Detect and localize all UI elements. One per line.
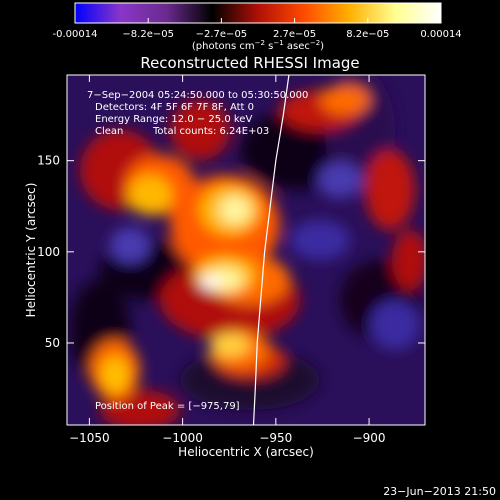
y-tick-label: 100 [37,245,60,259]
colorbar-tick-label: −8.2e−05 [122,29,174,40]
colorbar-tick-label: 8.2e−05 [346,29,389,40]
colorbar-units: (photons cm−2 s−1 asec−2) [192,39,324,52]
energy-annotation: Energy Range: 12.0 − 25.0 keV [95,114,252,125]
colorbar-tick-label: 2.7e−05 [273,29,316,40]
colorbar [74,2,442,24]
colorbar-ticks [74,18,442,23]
x-tick-label: −900 [353,431,386,445]
solar-limb-curve [252,75,290,425]
colorbar-tick-label: -0.00014 [53,29,98,40]
footer-timestamp: 23−Jun−2013 21:50 [383,485,496,498]
plot-frame [66,74,426,426]
emission-region [110,227,150,263]
emission-region [101,357,129,393]
emission-region [365,150,415,230]
clean-annotation: Clean [95,126,123,137]
x-tick-label: −950 [259,431,292,445]
colorbar-tick-labels: -0.00014 −8.2e−05 −2.7e−05 2.7e−05 8.2e−05 0.… [53,29,462,40]
emission-region [219,196,251,224]
colorbar-tick-label: 0.00014 [420,29,461,40]
emission-region [200,275,220,289]
x-tick-label: −1050 [69,431,110,445]
emission-region [290,220,350,260]
emission-region [210,333,250,357]
emission-region [180,350,320,410]
y-axis-tick-labels: 50 100 150 [37,154,60,350]
x-tick-label: −1000 [162,431,203,445]
chart-title: Reconstructed RHESSI Image [140,54,359,72]
emission-region [318,162,362,198]
x-axis-ticks [88,75,370,425]
emission-region [170,100,230,160]
peak-position-annotation: Position of Peak = [−975,79] [95,401,240,412]
time-range-annotation: 7−Sep−2004 05:24:50.000 to 05:30:50.000 [87,90,308,101]
emission-region [128,175,172,215]
x-axis-label: Heliocentric X (arcsec) [178,445,314,459]
y-axis-ticks [67,160,425,344]
emission-region [370,300,420,350]
emission-map [70,75,425,425]
emission-region [392,230,425,290]
x-axis-tick-labels: −1050 −1000 −950 −900 [69,431,385,445]
y-tick-label: 150 [37,154,60,168]
y-axis-label: Heliocentric Y (arcsec) [24,183,38,318]
emission-region [320,85,370,115]
colorbar-tick-label: −2.7e−05 [196,29,248,40]
total-counts-annotation: Total counts: 6.24E+03 [152,126,269,137]
y-tick-label: 50 [45,336,60,350]
detectors-annotation: Detectors: 4F 5F 6F 7F 8F, Att 0 [95,102,254,113]
